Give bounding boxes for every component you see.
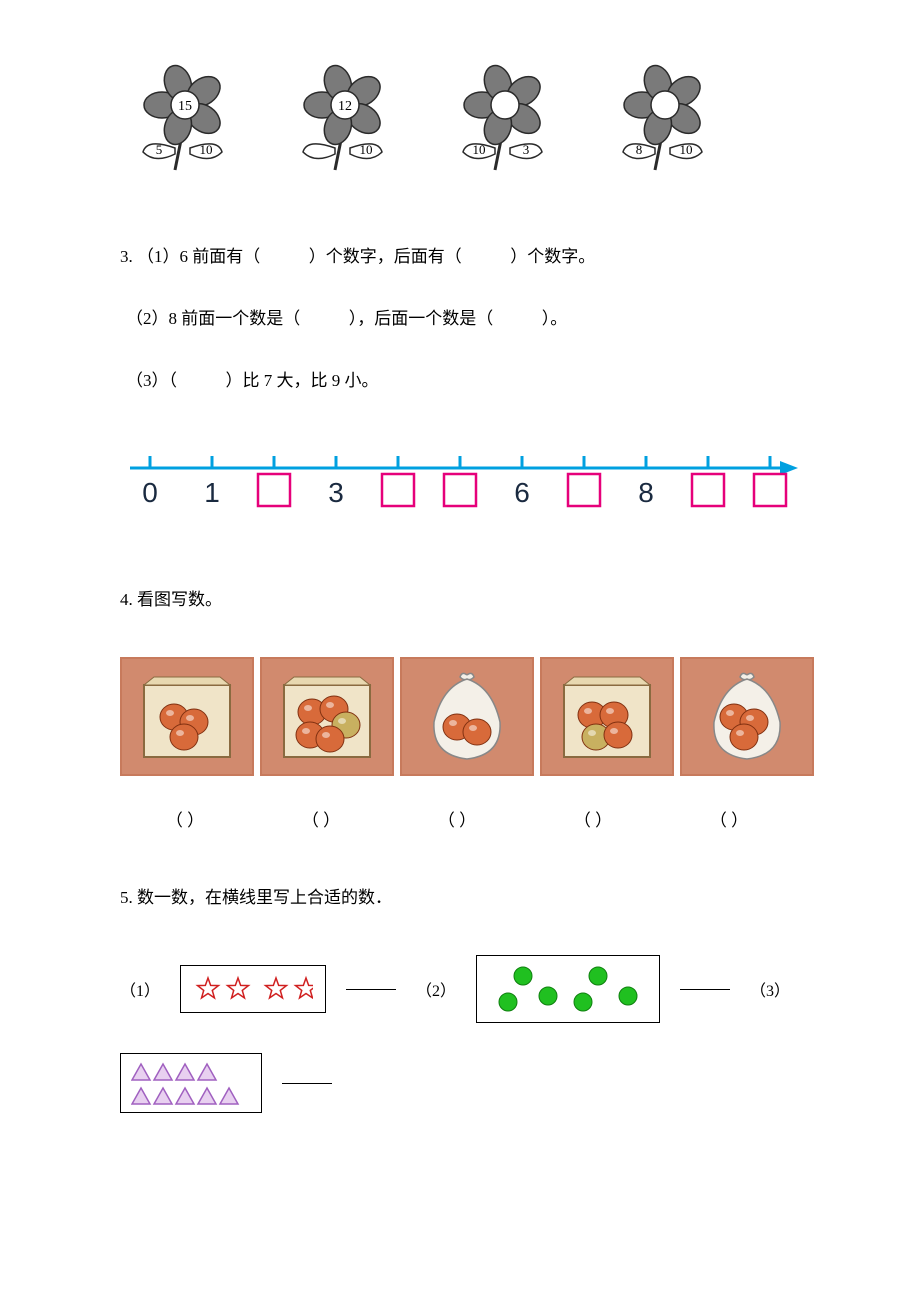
q4-blank-3[interactable]: （ ） [392, 806, 522, 831]
q5-title: 数一数，在横线里写上合适的数． [137, 888, 392, 907]
triangles-row2 [131, 1084, 251, 1106]
q4-blank-1[interactable]: （ ） [120, 806, 250, 831]
stars-box [180, 965, 326, 1013]
svg-text:1: 1 [204, 477, 220, 508]
flower-3: 10 3 [440, 60, 570, 190]
number-line-svg: 0 1 3 6 8 [120, 438, 800, 528]
dots-svg [493, 964, 643, 1014]
triangles-box [120, 1053, 262, 1113]
svg-text:0: 0 [142, 477, 158, 508]
q5-blank-1[interactable] [346, 989, 396, 990]
svg-text:3: 3 [328, 477, 344, 508]
q5-part2-label: （2） [416, 977, 456, 1001]
svg-text:10: 10 [680, 142, 693, 157]
q3-line3-b: ）比 7 大，比 9 小。 [226, 371, 379, 390]
q3-line1-b: ）个数字，后面有（ [309, 247, 462, 266]
question-3: 3. （1）6 前面有（ ）个数字，后面有（ ）个数字。 （2）8 前面一个数是… [120, 240, 820, 398]
svg-text:6: 6 [514, 477, 530, 508]
bag-card-1 [120, 657, 254, 776]
triangles-row1 [131, 1060, 231, 1082]
svg-text:15: 15 [178, 99, 192, 114]
flower-2: 12 10 [280, 60, 410, 190]
svg-text:5: 5 [156, 142, 163, 157]
q5-blank-2[interactable] [680, 989, 730, 990]
question-4: 4. 看图写数。 [120, 583, 820, 617]
bag-2 [272, 667, 382, 767]
bags-row [120, 657, 820, 776]
svg-text:8: 8 [636, 142, 643, 157]
q5-number: 5. [120, 888, 133, 907]
q4-blank-4[interactable]: （ ） [528, 806, 658, 831]
q4-answers: （ ） （ ） （ ） （ ） （ ） [120, 806, 820, 831]
q3-line2-b: ），后面一个数是（ [349, 309, 494, 328]
bag-3 [412, 667, 522, 767]
bag-1 [132, 667, 242, 767]
svg-text:10: 10 [200, 142, 213, 157]
svg-text:10: 10 [473, 142, 486, 157]
svg-text:12: 12 [338, 99, 352, 114]
q3-line1-c: ）个数字。 [510, 247, 595, 266]
bag-4 [552, 667, 662, 767]
q3-line1-a: （1）6 前面有（ [137, 247, 260, 266]
q4-number: 4. [120, 590, 133, 609]
q4-title: 看图写数。 [137, 590, 222, 609]
q3-number: 3. [120, 247, 133, 266]
q5-blank-3[interactable] [282, 1083, 332, 1084]
q4-blank-2[interactable]: （ ） [256, 806, 386, 831]
question-5: 5. 数一数，在横线里写上合适的数． [120, 881, 820, 915]
svg-text:10: 10 [360, 142, 373, 157]
bag-card-3 [400, 657, 534, 776]
q5-part1-label: （1） [120, 977, 160, 1001]
svg-text:8: 8 [638, 477, 654, 508]
stars-svg [193, 974, 313, 1004]
q3-line3-a: （3）（ [126, 371, 177, 390]
q3-line2-c: ）。 [542, 309, 568, 328]
bag-card-2 [260, 657, 394, 776]
number-line: 0 1 3 6 8 [120, 438, 820, 533]
flower-1: 15 5 10 [120, 60, 250, 190]
q5-part3-label: （3） [750, 977, 790, 1001]
bag-5 [692, 667, 802, 767]
q3-line2-a: （2）8 前面一个数是（ [126, 309, 300, 328]
dots-box [476, 955, 660, 1023]
q5-row-2 [120, 1053, 820, 1113]
bag-card-5 [680, 657, 814, 776]
bag-card-4 [540, 657, 674, 776]
flower-4: 8 10 [600, 60, 730, 190]
svg-text:3: 3 [523, 142, 530, 157]
q5-row-1: （1） （2） （3） [120, 955, 820, 1023]
q4-blank-5[interactable]: （ ） [664, 806, 794, 831]
flowers-row: 15 5 10 12 10 10 3 8 10 [120, 60, 820, 190]
